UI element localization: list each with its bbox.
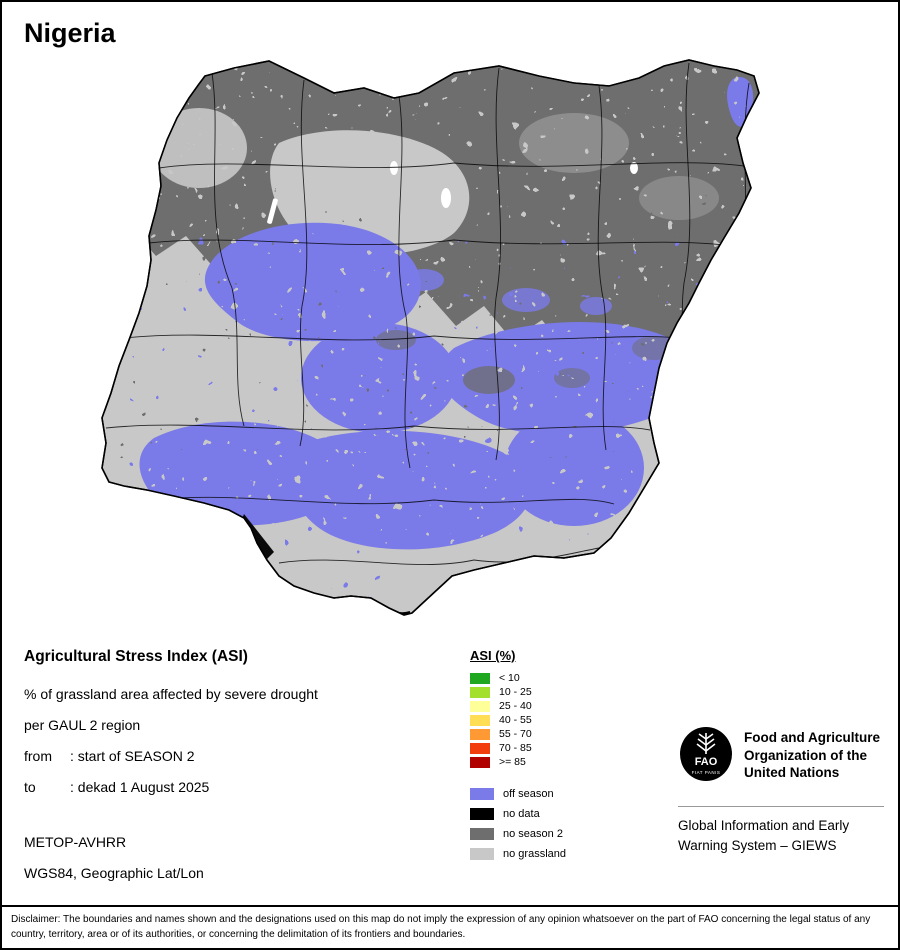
legend-row: >= 85: [470, 755, 670, 769]
legend-label: >= 85: [499, 756, 526, 768]
legend-label: off season: [503, 788, 554, 800]
legend-row: off season: [470, 784, 670, 804]
legend-swatch: [470, 686, 490, 698]
to-value: : dekad 1 August 2025: [70, 779, 210, 795]
legend-swatch: [470, 848, 494, 860]
disclaimer: Disclaimer: The boundaries and names sho…: [2, 905, 898, 948]
legend-row: no season 2: [470, 824, 670, 844]
asi-subtitle-1: % of grassland area affected by severe d…: [24, 686, 318, 702]
fao-logo-text: FAO: [695, 756, 718, 768]
legend-row: < 10: [470, 671, 670, 685]
admin-boundaries: [105, 62, 750, 566]
map-description: Agricultural Stress Index (ASI) % of gra…: [24, 648, 318, 810]
legend-swatch: [470, 788, 494, 800]
legend: ASI (%) < 10 10 - 25 25 - 40 40 - 55 55 …: [470, 648, 670, 864]
legend-label: no data: [503, 808, 540, 820]
sensor-info: METOP-AVHRR WGS84, Geographic Lat/Lon: [24, 834, 204, 896]
from-label: from: [24, 748, 52, 764]
legend-swatch: [470, 714, 490, 726]
period-to: to : dekad 1 August 2025: [24, 779, 318, 795]
legend-label: 40 - 55: [499, 714, 532, 726]
legend-swatch: [470, 756, 490, 768]
asi-heading: Agricultural Stress Index (ASI): [24, 648, 248, 665]
legend-swatch: [470, 700, 490, 712]
fao-logo-motto: FIAT PANIS: [692, 770, 721, 775]
nigeria-asi-map: [101, 59, 760, 616]
legend-label: no season 2: [503, 828, 563, 840]
to-label: to: [24, 779, 36, 795]
legend-swatch: [470, 828, 494, 840]
page-title: Nigeria: [24, 18, 116, 48]
asi-subtitle-2: per GAUL 2 region: [24, 717, 141, 733]
map-area: [94, 48, 804, 633]
legend-row: 70 - 85: [470, 741, 670, 755]
legend-label: 10 - 25: [499, 686, 532, 698]
legend-row: no grassland: [470, 844, 670, 864]
sensor-name: METOP-AVHRR: [24, 834, 127, 850]
legend-label: 70 - 85: [499, 742, 532, 754]
projection-info: WGS84, Geographic Lat/Lon: [24, 865, 204, 881]
legend-title: ASI (%): [470, 648, 516, 663]
legend-label: no grassland: [503, 848, 566, 860]
legend-row: 25 - 40: [470, 699, 670, 713]
giews-text: Global Information and Early Warning Sys…: [678, 806, 884, 855]
period-from: from : start of SEASON 2: [24, 748, 318, 764]
fao-logo-icon: FAO FIAT PANIS: [680, 727, 732, 781]
legend-row: 40 - 55: [470, 713, 670, 727]
legend-label: < 10: [499, 672, 520, 684]
legend-label: 25 - 40: [499, 700, 532, 712]
legend-season-classes: off season no data no season 2 no grassl…: [470, 784, 670, 864]
legend-swatch: [470, 672, 490, 684]
fao-branding: FAO FIAT PANIS Food and Agriculture Orga…: [678, 726, 896, 782]
from-value: : start of SEASON 2: [70, 748, 195, 764]
legend-asi-classes: < 10 10 - 25 25 - 40 40 - 55 55 - 70 70 …: [470, 671, 670, 769]
legend-row: 55 - 70: [470, 727, 670, 741]
legend-row: no data: [470, 804, 670, 824]
fao-org-name: Food and Agriculture Organization of the…: [744, 730, 880, 780]
legend-swatch: [470, 728, 490, 740]
legend-row: 10 - 25: [470, 685, 670, 699]
legend-label: 55 - 70: [499, 728, 532, 740]
legend-swatch: [470, 742, 490, 754]
legend-swatch: [470, 808, 494, 820]
